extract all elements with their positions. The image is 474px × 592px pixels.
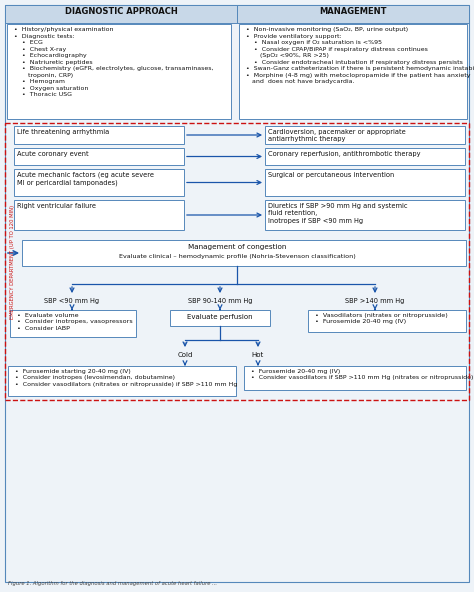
Text: SBP <90 mm Hg: SBP <90 mm Hg [45, 298, 100, 304]
Text: •  Evaluate volume
  •  Consider inotropes, vasopressors
  •  Consider IABP: • Evaluate volume • Consider inotropes, … [13, 313, 133, 331]
Text: MANAGEMENT: MANAGEMENT [319, 7, 387, 16]
Text: Right ventricular failure: Right ventricular failure [17, 203, 96, 209]
Text: •  Furosemide starting 20-40 mg (IV)
  •  Consider inotropes (levosimendan, dobu: • Furosemide starting 20-40 mg (IV) • Co… [11, 369, 237, 387]
Text: •  Furosemide 20-40 mg (IV)
  •  Consider vasodilators if SBP >110 mm Hg (nitrat: • Furosemide 20-40 mg (IV) • Consider va… [247, 369, 474, 381]
Text: Figure 1. Algorithm for the diagnosis and management of acute heart failure ...: Figure 1. Algorithm for the diagnosis an… [8, 581, 217, 586]
FancyBboxPatch shape [308, 310, 466, 332]
Text: DIAGNOSTIC APPROACH: DIAGNOSTIC APPROACH [64, 7, 177, 16]
Text: EMERGENCY DEPARTMENT (UP TO 120 MIN): EMERGENCY DEPARTMENT (UP TO 120 MIN) [10, 204, 16, 318]
Text: Evaluate perfusion: Evaluate perfusion [187, 314, 253, 320]
FancyBboxPatch shape [5, 5, 469, 582]
FancyBboxPatch shape [239, 24, 467, 119]
Text: SBP 90-140 mm Hg: SBP 90-140 mm Hg [188, 298, 252, 304]
Text: •  History/physical examination
  •  Diagnostic tests:
      •  ECG
      •  Che: • History/physical examination • Diagnos… [10, 27, 213, 97]
Text: •  Vasodilators (nitrates or nitroprusside)
  •  Furosemide 20-40 mg (IV): • Vasodilators (nitrates or nitroprussid… [311, 313, 448, 324]
Text: •  Non-invasive monitoring (SaO₂, BP, urine output)
  •  Provide ventilatory sup: • Non-invasive monitoring (SaO₂, BP, uri… [242, 27, 474, 84]
FancyBboxPatch shape [14, 200, 184, 230]
FancyBboxPatch shape [244, 366, 466, 390]
Text: Surgical or percutaneous intervention: Surgical or percutaneous intervention [268, 172, 394, 178]
Text: Acute mechanic factors (eg acute severe
MI or pericardial tamponades): Acute mechanic factors (eg acute severe … [17, 172, 154, 186]
FancyBboxPatch shape [7, 24, 231, 119]
FancyBboxPatch shape [5, 5, 237, 23]
Text: Diuretics if SBP >90 mm Hg and systemic
fluid retention,
Inotropes if SBP <90 mm: Diuretics if SBP >90 mm Hg and systemic … [268, 203, 408, 224]
FancyBboxPatch shape [8, 366, 236, 396]
FancyBboxPatch shape [265, 148, 465, 165]
FancyBboxPatch shape [14, 126, 184, 144]
Text: Coronary reperfusion, antithrombotic therapy: Coronary reperfusion, antithrombotic the… [268, 151, 420, 157]
FancyBboxPatch shape [14, 169, 184, 196]
Text: Cardioversion, pacemaker or appropriate
antiarrhythmic therapy: Cardioversion, pacemaker or appropriate … [268, 129, 406, 143]
FancyBboxPatch shape [265, 126, 465, 144]
FancyBboxPatch shape [265, 200, 465, 230]
Text: Management of congestion: Management of congestion [188, 244, 286, 250]
Text: SBP >140 mm Hg: SBP >140 mm Hg [346, 298, 405, 304]
Text: Life threatening arrhythmia: Life threatening arrhythmia [17, 129, 109, 135]
Text: Hot: Hot [252, 352, 264, 358]
FancyBboxPatch shape [265, 169, 465, 196]
FancyBboxPatch shape [14, 148, 184, 165]
FancyBboxPatch shape [10, 310, 136, 337]
FancyBboxPatch shape [170, 310, 270, 326]
Text: Acute coronary event: Acute coronary event [17, 151, 89, 157]
Text: Cold: Cold [177, 352, 193, 358]
Text: Evaluate clinical – hemodynamic profile (Nohria-Stevenson classification): Evaluate clinical – hemodynamic profile … [118, 254, 356, 259]
FancyBboxPatch shape [237, 5, 469, 23]
FancyBboxPatch shape [22, 240, 466, 266]
